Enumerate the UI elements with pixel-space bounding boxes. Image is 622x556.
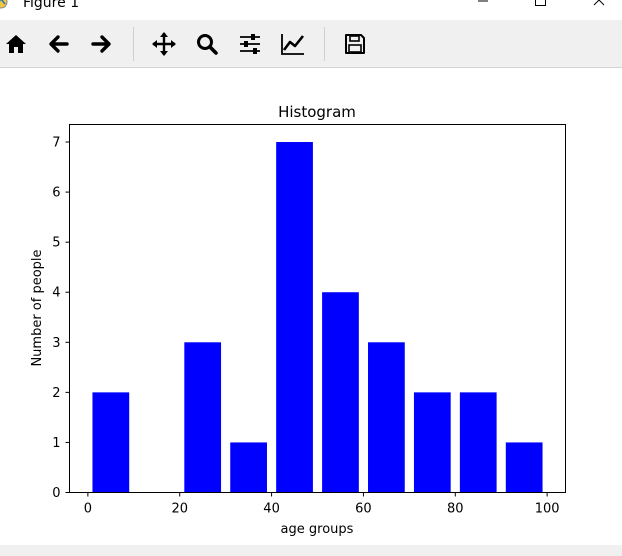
x-tick-label: 100 [535, 502, 560, 517]
home-icon [6, 35, 26, 53]
close-button[interactable] [576, 0, 622, 16]
x-tick-label: 20 [171, 502, 188, 517]
x-tick-label: 60 [355, 502, 372, 517]
arrow-left-icon [49, 35, 69, 53]
pan-button[interactable] [149, 29, 179, 59]
histogram-chart: Histogram 0 20 40 60 80 100 0 1 2 3 4 5 6 7 age grou… [30, 103, 566, 537]
close-icon [593, 0, 605, 6]
app-icon [0, 0, 8, 9]
maximize-icon [535, 0, 546, 6]
histogram-bar [322, 292, 359, 493]
x-tick-label: 0 [84, 502, 92, 517]
navigation-toolbar [0, 20, 622, 68]
y-tick-label: 5 [52, 236, 60, 251]
y-axis-label: Number of people [30, 249, 45, 366]
histogram-bar [92, 392, 130, 493]
histogram-bar [505, 442, 543, 493]
y-tick-label: 2 [52, 386, 60, 401]
x-tick-label: 80 [447, 502, 464, 517]
sliders-icon [240, 34, 260, 54]
maximize-button[interactable] [516, 0, 562, 16]
back-button[interactable] [44, 29, 74, 59]
line-chart-icon [281, 34, 305, 55]
histogram-bar [230, 442, 267, 493]
magnifier-icon [197, 34, 218, 55]
chart-title: Histogram [278, 103, 356, 121]
y-tick-label: 0 [52, 486, 60, 501]
x-tick-label: 40 [263, 502, 280, 517]
status-bar [0, 545, 622, 556]
y-axis-ticks: 0 1 2 3 4 5 6 7 [52, 136, 70, 501]
bars-group [92, 142, 543, 493]
window-titlebar: Figure 1 [0, 0, 622, 20]
move-icon [152, 32, 176, 56]
y-tick-label: 4 [52, 286, 60, 301]
toolbar-separator [133, 27, 134, 61]
y-tick-label: 7 [52, 136, 60, 151]
y-tick-label: 3 [52, 336, 60, 351]
histogram-bar [368, 342, 405, 493]
toolbar-separator [324, 27, 325, 61]
zoom-button[interactable] [192, 29, 222, 59]
forward-button[interactable] [86, 29, 116, 59]
axes-frame [69, 124, 566, 493]
histogram-bar [276, 142, 313, 493]
x-axis-ticks: 0 20 40 60 80 100 [84, 492, 560, 517]
minimize-button[interactable] [460, 0, 506, 16]
save-figure-button[interactable] [340, 29, 370, 59]
window-title: Figure 1 [23, 0, 80, 11]
figure-canvas[interactable]: Histogram 0 20 40 60 80 100 0 1 2 3 4 5 6 7 age grou… [0, 68, 622, 545]
y-tick-label: 6 [52, 186, 60, 201]
y-tick-label: 1 [52, 436, 60, 451]
home-button[interactable] [1, 29, 31, 59]
configure-subplots-button[interactable] [235, 29, 265, 59]
edit-axes-button[interactable] [278, 29, 308, 59]
arrow-right-icon [91, 35, 111, 53]
x-axis-label: age groups [281, 522, 354, 537]
floppy-disk-icon [345, 34, 365, 54]
histogram-bar [459, 392, 497, 493]
histogram-bar [413, 392, 451, 493]
histogram-bar [184, 342, 222, 493]
minimize-icon [478, 0, 488, 2]
